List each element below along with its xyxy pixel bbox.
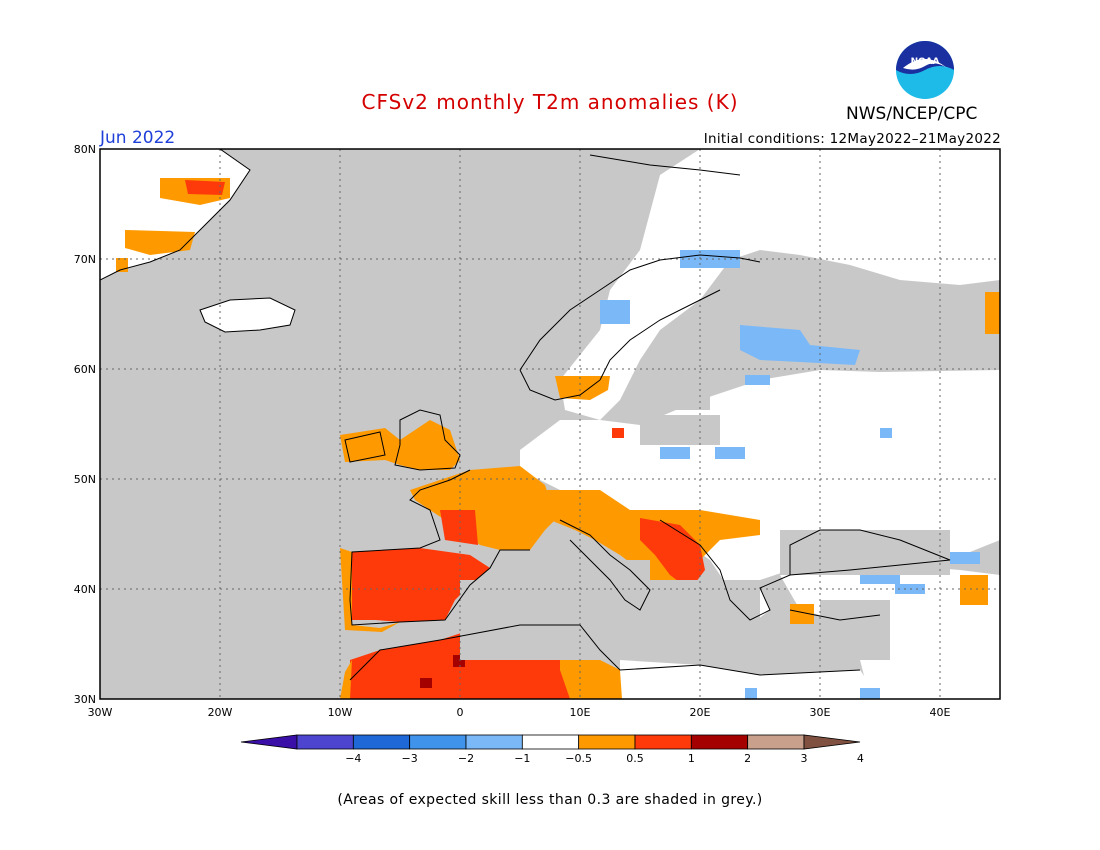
anomaly-arctic-blue (680, 250, 740, 268)
graticule (100, 149, 1000, 699)
anomaly-libya-blue (745, 688, 757, 699)
lon-axis: 30W 20W 10W 0 10E 20E 30E 40E (88, 706, 951, 719)
colorbar-label: −2 (458, 752, 474, 765)
colorbar-label: 4 (857, 752, 864, 765)
grey-sweden (650, 360, 710, 410)
anomaly-hot-3 (420, 678, 432, 688)
colorbar-segment (521, 734, 580, 750)
coast-north-africa (349, 624, 861, 681)
grey-anatolia (820, 600, 890, 660)
map-title: CFSv2 monthly T2m anomalies (K) (361, 90, 739, 114)
anomaly-france-red (440, 510, 478, 545)
colorbar-label: 1 (688, 752, 695, 765)
coast-svalbard (589, 154, 741, 176)
agency-label: NWS/NCEP/CPC (846, 104, 978, 124)
coast-italy (559, 519, 651, 611)
anomaly-poland-blue (660, 447, 690, 459)
anomaly-caspian-blue (950, 552, 980, 564)
colorbar-label: −0.5 (565, 752, 592, 765)
land-mainland (560, 149, 1000, 420)
lon-tick-label: 30W (88, 706, 113, 719)
coast-iceland (199, 297, 296, 333)
colorbar-extend-high (803, 734, 861, 750)
coast-great-britain (394, 409, 461, 471)
anomaly-caucasus (960, 575, 988, 605)
noaa-logo: NOAA (896, 41, 954, 99)
anomaly-sweden-south (555, 376, 610, 400)
coast-greenland (100, 149, 251, 281)
anomaly-iberia-edge (340, 548, 400, 632)
anomaly-iberia (352, 548, 490, 622)
grey-baltic-states (640, 415, 720, 445)
lat-tick-label: 80N (74, 143, 96, 156)
lon-tick-label: 20E (690, 706, 711, 719)
lat-tick-label: 70N (74, 253, 96, 266)
lat-tick-label: 30N (74, 693, 96, 706)
anomaly-belarus-blue (715, 447, 745, 459)
period-label: Jun 2022 (100, 128, 176, 148)
colorbar-segment (409, 734, 467, 750)
coast-ireland (344, 431, 386, 463)
lon-tick-label: 10W (328, 706, 353, 719)
colorbar-segment (747, 734, 805, 750)
colorbar-segment (465, 734, 523, 750)
lon-tick-label: 0 (457, 706, 464, 719)
anomaly-greenland-red (185, 180, 225, 195)
footnote: (Areas of expected skill less than 0.3 a… (337, 792, 763, 808)
grey-black-sea (780, 530, 950, 575)
anomaly-turkey-west (790, 604, 814, 624)
lat-tick-label: 60N (74, 363, 96, 376)
anomaly-france (410, 466, 560, 550)
map-frame (99, 148, 1001, 700)
coast-scandinavia (519, 254, 761, 371)
land-iceland (200, 298, 295, 332)
lon-tick-label: 40E (930, 706, 951, 719)
coast-turkey-south (789, 609, 881, 621)
lon-tick-label: 20W (208, 706, 233, 719)
colorbar-label: −1 (514, 752, 530, 765)
coastlines (100, 149, 951, 681)
colorbar-extend-low (240, 734, 298, 750)
anomaly-north-africa-edge (340, 660, 352, 699)
anomaly-norway-blue (600, 300, 630, 324)
anomaly-urals (985, 292, 1000, 334)
lat-axis: 80N 70N 60N 50N 40N 30N (74, 143, 96, 706)
colorbar-label: 0.5 (626, 752, 644, 765)
lon-tick-label: 10E (570, 706, 591, 719)
colorbar-label: 3 (801, 752, 808, 765)
coast-black-sea (789, 529, 951, 576)
anomaly-greenland-east (125, 230, 195, 255)
colorbar-segment (296, 734, 354, 750)
anomaly-finland-blue (740, 325, 860, 365)
anomaly-denmark (612, 428, 624, 438)
lon-tick-label: 30E (810, 706, 831, 719)
anomaly-levant-blue (860, 688, 880, 699)
colorbar: −4 −3 −2 −1 −0.5 0.5 1 2 3 4 (240, 734, 864, 765)
lat-tick-label: 50N (74, 473, 96, 486)
coast-sweden-east (599, 289, 721, 381)
coast-france-iberia (349, 469, 530, 626)
colorbar-label: −4 (345, 752, 361, 765)
anomaly-balkans (640, 518, 705, 590)
coast-balkans-greece (659, 519, 791, 621)
colorbar-segment (690, 734, 749, 750)
anomaly-baltic-blue (745, 375, 770, 385)
initial-conditions: Initial conditions: 12May2022–21May2022 (703, 131, 1001, 147)
colorbar-label: −3 (402, 752, 418, 765)
colorbar-segment (352, 734, 411, 750)
anomaly-russia-blue (880, 428, 892, 438)
land-libya-egypt (620, 660, 880, 699)
colorbar-segment (578, 734, 636, 750)
lat-tick-label: 40N (74, 583, 96, 596)
colorbar-label: 2 (744, 752, 751, 765)
logo-text: NOAA (911, 57, 940, 67)
colorbar-segment (634, 734, 692, 750)
coast-norway-south (519, 369, 601, 401)
